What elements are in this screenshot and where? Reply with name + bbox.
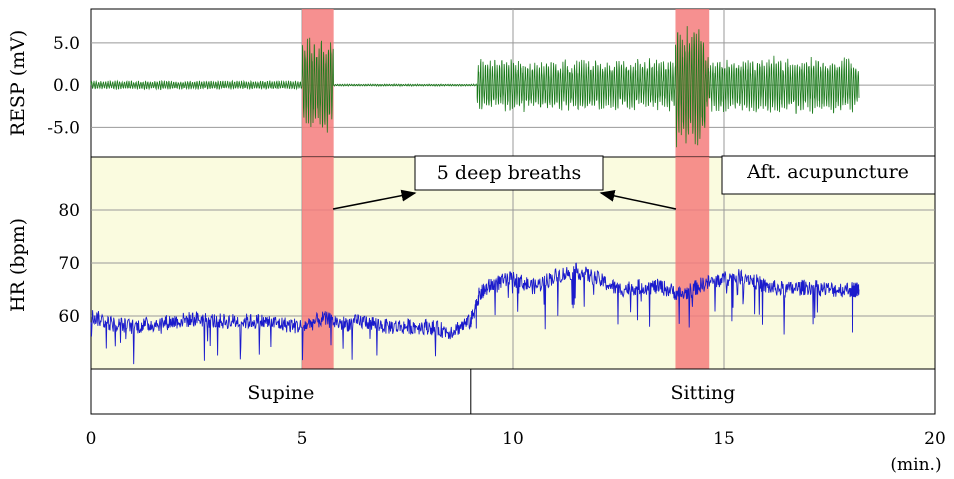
resp-y-axis-label: RESP (mV): [7, 30, 29, 137]
x-axis-tick-labels: 0 5 10 15 20: [86, 429, 946, 449]
deep-breaths-annotation: 5 deep breaths: [332, 155, 677, 210]
deep-breaths-label: 5 deep breaths: [437, 162, 581, 184]
resp-panel: 5.0 0.0 -5.0 RESP (mV): [7, 8, 936, 158]
hr-y-tick-label: 60: [58, 307, 80, 327]
after-acupuncture-label: Aft. acupuncture: [746, 161, 909, 183]
hr-highlight-band: [302, 157, 334, 369]
resp-y-tick-label: 0.0: [53, 76, 80, 96]
resp-highlight-band: [302, 9, 334, 157]
hr-series-line: [90, 262, 860, 365]
posture-sitting-label: Sitting: [670, 382, 735, 404]
hr-y-tick-labels: 80 70 60: [58, 201, 80, 327]
hr-y-tick-label: 70: [58, 254, 80, 274]
arrow-left: [332, 189, 417, 210]
resp-y-tick-label: 5.0: [53, 34, 80, 54]
resp-y-tick-label: -5.0: [47, 118, 80, 138]
x-tick-label: 20: [924, 429, 946, 449]
deep-breaths-box: [414, 155, 604, 191]
x-tick-label: 5: [297, 429, 308, 449]
after-acupuncture-box: [721, 155, 936, 195]
x-tick-label: 15: [713, 429, 735, 449]
x-tick-label: 0: [86, 429, 97, 449]
resp-y-tick-labels: 5.0 0.0 -5.0: [47, 34, 80, 139]
posture-box: [90, 368, 936, 415]
hr-y-tick-label: 80: [58, 201, 80, 221]
hr-panel: 80 70 60 HR (bpm) 5 deep breaths Aft. acup…: [7, 155, 936, 370]
x-tick-label: 10: [502, 429, 524, 449]
posture-supine-label: Supine: [247, 382, 314, 404]
resp-series-line: [90, 26, 860, 148]
arrow-right: [599, 189, 677, 210]
after-acupuncture-annotation: Aft. acupuncture: [721, 155, 936, 195]
x-axis-unit-label: (min.): [890, 455, 941, 475]
posture-band: Supine Sitting: [90, 368, 936, 415]
hr-y-axis-label: HR (bpm): [7, 218, 29, 312]
hr-highlight-band: [675, 157, 710, 369]
hr-highlight-bands: [302, 157, 710, 369]
